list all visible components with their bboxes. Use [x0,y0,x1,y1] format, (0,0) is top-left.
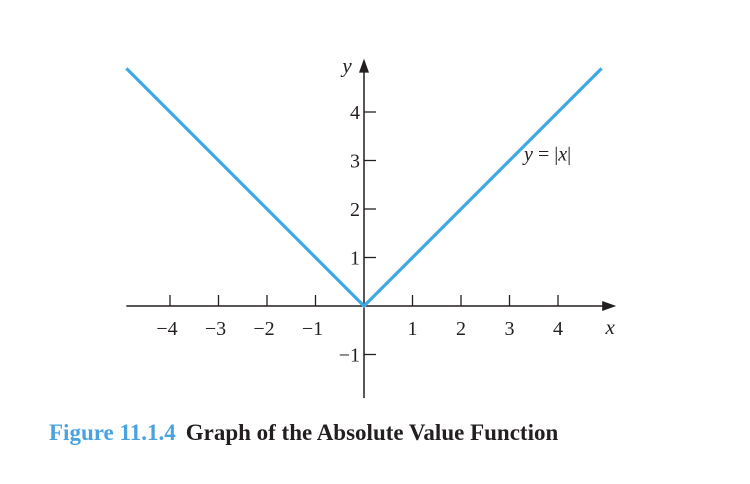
y-axis-label: y [340,54,352,78]
x-axis-label: x [605,315,616,339]
series-line [125,67,603,309]
x-tick-label: 3 [505,318,515,340]
x-tick-label: −3 [205,318,226,340]
x-tick-label: 2 [456,318,466,340]
series-label-part: y [522,144,533,166]
y-axis-arrow [359,58,369,73]
figure-title: Graph of the Absolute Value Function [185,420,559,445]
y-tick-label: 4 [350,102,360,124]
x-tick-label: −2 [253,318,274,340]
x-tick-label: 4 [553,318,563,340]
x-tick-label: −4 [156,318,177,340]
y-tick-label: 3 [350,151,360,173]
axes [126,58,617,399]
y-tick-label: −1 [339,345,360,367]
x-tick-label: 1 [408,318,418,340]
y-tick-label: 1 [350,248,360,270]
x-axis-arrow [602,301,617,311]
y-tick-label: 2 [350,199,360,221]
curve [125,67,603,309]
series-label-part: | [567,144,571,166]
figure-number: Figure 11.1.4 [49,420,176,445]
figure-caption: Figure 11.1.4 Graph of the Absolute Value… [49,420,558,446]
series-label-part: x [557,144,567,166]
series-label-part: = | [533,144,558,166]
series-label: y = |x| [522,144,571,166]
x-tick-label: −1 [302,318,323,340]
